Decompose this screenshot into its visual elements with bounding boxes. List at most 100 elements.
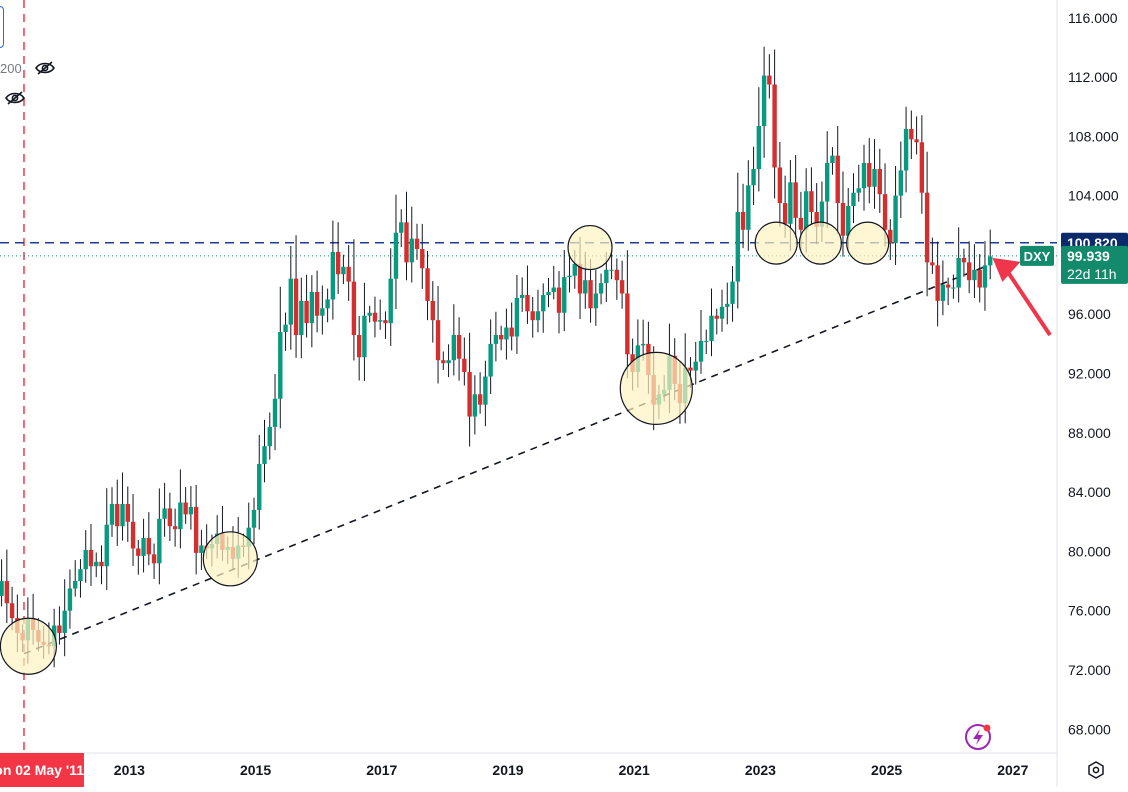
candle-body	[940, 284, 946, 301]
candle-body	[162, 508, 167, 519]
candle-body	[246, 527, 251, 547]
bar-countdown-label: 22d 11h	[1067, 266, 1117, 282]
candle-body	[483, 376, 488, 405]
top-indicator-box	[0, 6, 4, 48]
candle-up	[488, 319, 493, 394]
candle-body	[178, 502, 183, 530]
candle-down	[619, 260, 625, 309]
candle-body	[304, 300, 309, 324]
candle-body	[99, 561, 104, 567]
candle-body	[735, 211, 740, 282]
candle-body	[257, 463, 262, 510]
candle-body	[130, 521, 136, 549]
candle-down	[767, 54, 772, 99]
candle-body	[583, 280, 588, 294]
hide-eye-icon[interactable]	[34, 61, 56, 75]
y-tick-label: 76.000	[1068, 603, 1111, 619]
candle-body	[877, 168, 882, 195]
candle-body	[988, 256, 993, 266]
candle-down	[435, 286, 441, 384]
candle-body	[546, 292, 551, 295]
candle-up	[283, 312, 288, 351]
candle-up	[262, 419, 267, 483]
candle-down	[293, 235, 299, 358]
candle-up	[109, 487, 115, 537]
settings-gear-icon[interactable]	[1088, 761, 1104, 779]
candle-body	[530, 311, 535, 321]
candle-down	[809, 167, 814, 225]
candle-body	[846, 206, 851, 236]
candle-body	[509, 327, 514, 337]
candle-body	[751, 168, 756, 186]
candle-body	[756, 125, 762, 169]
candle-body	[698, 340, 704, 362]
y-tick-label: 116.000	[1068, 10, 1118, 26]
candle-body	[777, 167, 783, 204]
candle-up	[141, 518, 146, 573]
y-tick-label: 80.000	[1068, 543, 1111, 559]
candle-body	[861, 163, 867, 189]
candle-body	[477, 394, 483, 405]
candle-body	[903, 128, 909, 171]
candle-body	[851, 192, 856, 207]
candle-body	[188, 506, 194, 515]
candle-down	[525, 265, 530, 324]
candle-down	[356, 315, 362, 381]
candle-body	[767, 75, 772, 85]
candle-down	[172, 508, 178, 547]
candle-down	[625, 250, 630, 379]
candle-body	[435, 320, 441, 361]
candle-down	[420, 223, 425, 289]
candle-up	[325, 288, 330, 323]
current-price-label: 99.939	[1067, 248, 1110, 264]
candle-body	[388, 278, 393, 324]
candle-up	[735, 172, 740, 309]
candle-up	[409, 206, 414, 283]
candle-body	[704, 340, 709, 342]
candle-up	[640, 319, 646, 361]
x-tick-label: 2021	[619, 762, 650, 778]
candle-down	[130, 494, 136, 566]
candle-up	[567, 253, 572, 293]
x-tick-label: 2027	[997, 762, 1028, 778]
candle-body	[378, 320, 383, 322]
candle-body	[761, 75, 767, 126]
candle-up	[830, 147, 835, 175]
candle-body	[320, 308, 325, 316]
highlight-circle	[619, 351, 693, 425]
candle-body	[814, 211, 819, 227]
candle-down	[57, 606, 62, 645]
candle-down	[146, 512, 152, 566]
candle-down	[530, 296, 535, 338]
candle-body	[551, 287, 556, 293]
candle-body	[693, 361, 698, 371]
candle-body	[120, 503, 125, 527]
candle-down	[314, 270, 320, 333]
candle-down	[183, 487, 188, 524]
candle-up	[693, 341, 698, 385]
candle-body	[83, 549, 88, 570]
candle-body	[94, 561, 99, 567]
candle-up	[493, 311, 499, 362]
candle-down	[441, 351, 446, 370]
candle-down	[193, 484, 199, 575]
candle-up	[178, 469, 183, 549]
candle-body	[525, 294, 530, 312]
candle-body	[809, 191, 814, 212]
candle-up	[551, 265, 556, 300]
candle-up	[257, 434, 262, 530]
lightning-logo-icon[interactable]	[965, 724, 991, 750]
current-price-badge	[1061, 245, 1128, 284]
candle-up	[951, 274, 956, 299]
candle-body	[125, 503, 130, 522]
candle-down	[88, 524, 94, 586]
support-trendline	[23, 266, 985, 655]
candle-up	[251, 497, 257, 545]
candle-up	[104, 488, 109, 590]
candle-up	[188, 485, 194, 530]
candle-body	[251, 509, 257, 528]
y-tick-label: 104.000	[1068, 188, 1119, 204]
hide-eye-icon-2[interactable]	[4, 91, 26, 105]
